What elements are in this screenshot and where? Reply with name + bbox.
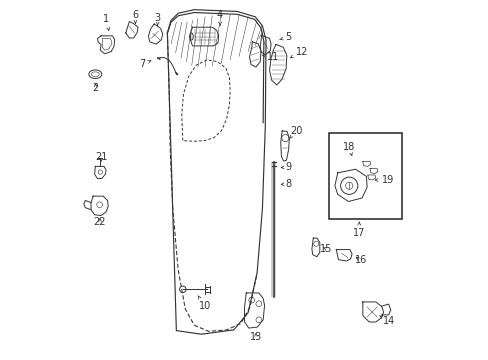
Text: 7: 7 <box>139 59 151 69</box>
Text: 18: 18 <box>343 142 355 156</box>
Text: 4: 4 <box>217 10 223 26</box>
Text: 22: 22 <box>94 217 106 227</box>
Text: 5: 5 <box>279 32 291 42</box>
Text: 13: 13 <box>249 332 262 342</box>
Text: 21: 21 <box>95 152 107 162</box>
Text: 3: 3 <box>154 13 161 26</box>
Text: 6: 6 <box>132 10 138 23</box>
Text: 17: 17 <box>352 222 365 238</box>
Text: 20: 20 <box>289 126 302 138</box>
Text: 9: 9 <box>281 162 291 172</box>
Bar <box>328 134 402 220</box>
Text: 2: 2 <box>92 83 99 93</box>
Text: 19: 19 <box>374 175 393 185</box>
Text: 15: 15 <box>320 244 332 254</box>
Text: 11: 11 <box>262 52 279 62</box>
Text: 14: 14 <box>379 316 394 325</box>
Text: 8: 8 <box>281 179 291 189</box>
Text: 10: 10 <box>198 296 211 311</box>
Text: 16: 16 <box>354 255 366 265</box>
Text: 1: 1 <box>103 14 109 30</box>
Text: 12: 12 <box>290 46 308 58</box>
